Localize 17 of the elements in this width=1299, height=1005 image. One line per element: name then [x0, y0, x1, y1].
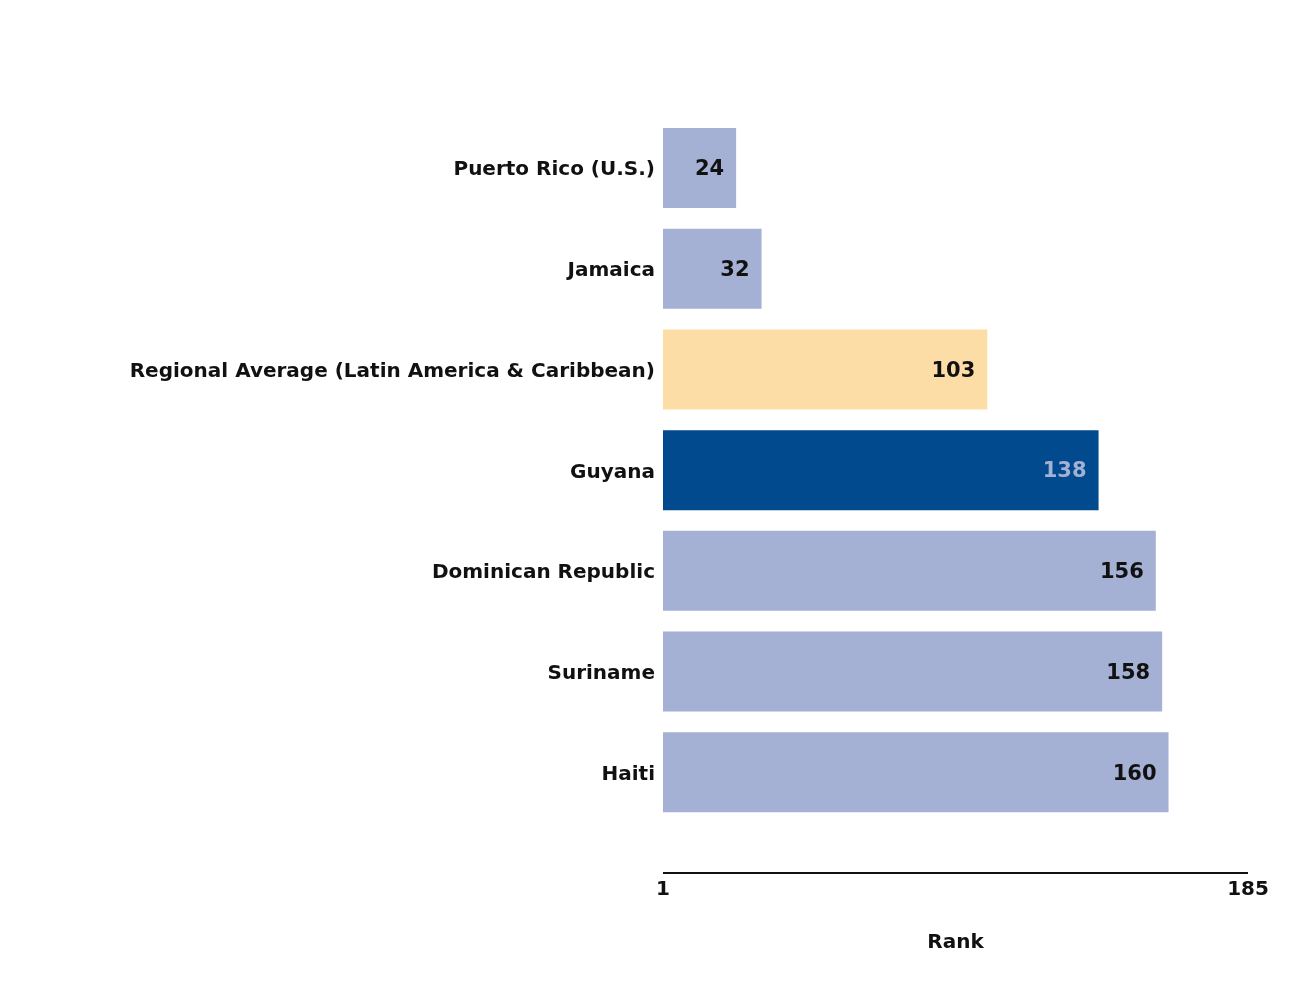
y-tick-label: Dominican Republic: [431, 559, 655, 584]
data-label: 158: [1106, 659, 1151, 684]
y-tick-label: Jamaica: [565, 257, 655, 282]
x-axis-title: Rank: [927, 929, 985, 953]
x-tick-label: 1: [656, 876, 670, 901]
data-label: 138: [1042, 458, 1087, 483]
data-label: 103: [931, 357, 976, 382]
data-label: 24: [694, 156, 725, 181]
data-label: 156: [1099, 559, 1144, 584]
y-tick-label: Haiti: [601, 760, 655, 785]
x-tick-label: 185: [1227, 876, 1269, 901]
data-label: 160: [1112, 760, 1157, 785]
y-tick-label: Guyana: [570, 458, 655, 483]
y-tick-label: Regional Average (Latin America & Caribbean): [129, 357, 655, 382]
y-tick-label: Suriname: [547, 660, 655, 685]
data-label: 32: [720, 257, 750, 282]
y-tick-label: Puerto Rico (U.S.): [453, 156, 655, 181]
